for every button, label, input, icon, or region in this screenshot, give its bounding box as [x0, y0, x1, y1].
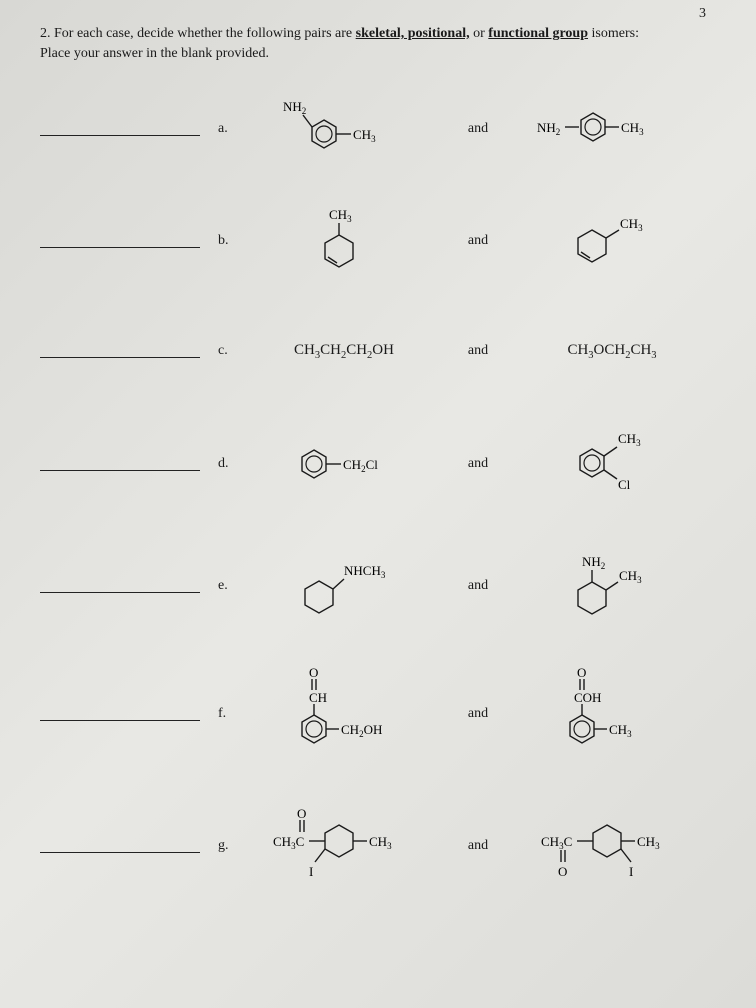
- row-b: b. CH3 and CH3: [40, 186, 716, 296]
- letter-c: c.: [218, 343, 240, 359]
- answer-blank[interactable]: [40, 122, 200, 136]
- molecule-g-left: CH3C O CH3 I: [240, 796, 448, 896]
- svg-text:CH2OH: CH2OH: [341, 722, 382, 739]
- molecule-a-left: NH2 CH3: [240, 89, 448, 169]
- svg-text:CH3C: CH3C: [541, 834, 572, 851]
- formula-c-left: CH3CH2CH2OH: [294, 342, 394, 361]
- svg-text:NH2: NH2: [582, 554, 605, 571]
- molecule-c-left: CH3CH2CH2OH: [240, 321, 448, 381]
- letter-a: a.: [218, 121, 240, 137]
- svg-text:NH2: NH2: [537, 120, 560, 137]
- svg-text:CH3: CH3: [329, 207, 352, 224]
- svg-text:NHCH3: NHCH3: [344, 563, 386, 580]
- svg-text:CH3: CH3: [609, 722, 632, 739]
- answer-blank[interactable]: [40, 344, 200, 358]
- and-d: and: [448, 456, 508, 472]
- letter-e: e.: [218, 578, 240, 594]
- svg-text:CH3: CH3: [619, 568, 642, 585]
- answer-blank[interactable]: [40, 839, 200, 853]
- svg-text:CH3: CH3: [620, 216, 643, 233]
- molecule-a-right: NH2 CH3: [508, 94, 716, 164]
- svg-text:NH2: NH2: [283, 99, 306, 116]
- and-a: and: [448, 121, 508, 137]
- answer-blank[interactable]: [40, 707, 200, 721]
- svg-text:I: I: [309, 864, 313, 879]
- svg-text:I: I: [629, 864, 633, 879]
- and-g: and: [448, 838, 508, 854]
- letter-b: b.: [218, 233, 240, 249]
- svg-text:CH3: CH3: [369, 834, 392, 851]
- and-e: and: [448, 578, 508, 594]
- molecule-b-left: CH3: [240, 201, 448, 281]
- answer-blank[interactable]: [40, 234, 200, 248]
- svg-text:O: O: [577, 665, 586, 680]
- molecule-d-left: CH2Cl: [240, 434, 448, 494]
- molecule-e-right: NH2 CH3: [508, 546, 716, 626]
- row-d: d. CH2Cl and CH3 Cl: [40, 406, 716, 521]
- svg-text:Cl: Cl: [618, 477, 631, 492]
- q-suffix: isomers:: [588, 26, 639, 41]
- molecule-g-right: CH3C O CH3 I: [508, 796, 716, 896]
- and-c: and: [448, 343, 508, 359]
- svg-text:CH3C: CH3C: [273, 834, 304, 851]
- q-or: or: [470, 26, 489, 41]
- svg-text:O: O: [309, 665, 318, 680]
- letter-g: g.: [218, 838, 240, 854]
- svg-text:CH3: CH3: [353, 127, 376, 144]
- letter-f: f.: [218, 706, 240, 722]
- row-g: g. CH3C O CH3 I and CH3C: [40, 786, 716, 906]
- molecule-d-right: CH3 Cl: [508, 421, 716, 506]
- svg-text:CH2Cl: CH2Cl: [343, 457, 378, 474]
- svg-text:O: O: [297, 806, 306, 821]
- formula-c-right: CH3OCH2CH3: [567, 342, 656, 361]
- row-e: e. NHCH3 and NH2 CH3: [40, 531, 716, 641]
- q-kw2: functional group: [488, 26, 588, 41]
- svg-text:O: O: [558, 864, 567, 879]
- q-line2: Place your answer in the blank provided.: [40, 46, 269, 61]
- molecule-f-left: CH O CH2OH: [240, 664, 448, 764]
- row-c: c. CH3CH2CH2OH and CH3OCH2CH3: [40, 306, 716, 396]
- and-b: and: [448, 233, 508, 249]
- svg-text:CH3: CH3: [637, 834, 660, 851]
- q-prefix: 2. For each case, decide whether the fol…: [40, 26, 356, 41]
- question-text: 2. For each case, decide whether the fol…: [40, 24, 716, 63]
- answer-blank[interactable]: [40, 457, 200, 471]
- page-number: 3: [699, 6, 706, 22]
- svg-text:CH: CH: [309, 690, 327, 705]
- molecule-c-right: CH3OCH2CH3: [508, 321, 716, 381]
- row-a: a. NH2 CH3 and NH2 CH3: [40, 81, 716, 176]
- svg-text:COH: COH: [574, 690, 601, 705]
- molecule-f-right: COH O CH3: [508, 664, 716, 764]
- answer-blank[interactable]: [40, 579, 200, 593]
- svg-text:CH3: CH3: [621, 120, 644, 137]
- svg-text:CH3: CH3: [618, 431, 641, 448]
- molecule-e-left: NHCH3: [240, 549, 448, 624]
- molecule-b-right: CH3: [508, 206, 716, 276]
- letter-d: d.: [218, 456, 240, 472]
- q-kw1: skeletal, positional,: [356, 26, 470, 41]
- row-f: f. CH O CH2OH and COH: [40, 651, 716, 776]
- and-f: and: [448, 706, 508, 722]
